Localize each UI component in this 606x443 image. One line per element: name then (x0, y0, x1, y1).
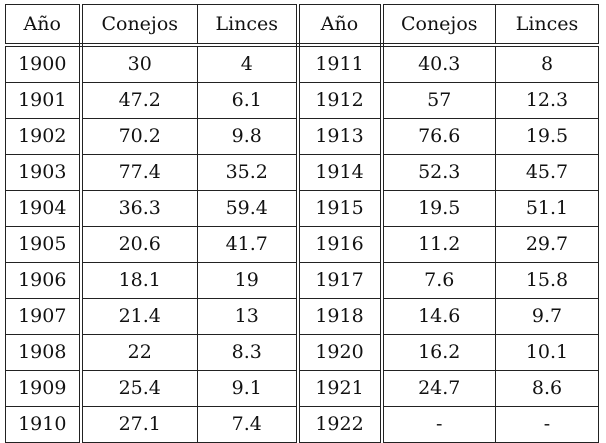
cell-lynx-right: 8.6 (495, 370, 599, 407)
cell-rabbits-left: 18.1 (80, 262, 198, 299)
table-row: 1900 30 4 1911 40.3 8 (5, 44, 599, 83)
cell-lynx-left: 13 (197, 298, 300, 335)
cell-lynx-right: 10.1 (495, 334, 599, 371)
cell-year-right: 1920 (297, 334, 384, 371)
cell-year-left: 1905 (5, 226, 83, 263)
cell-lynx-left: 59.4 (197, 190, 300, 227)
cell-year-right: 1918 (297, 298, 384, 335)
table-row: 1908 22 8.3 1920 16.2 10.1 (5, 334, 599, 371)
cell-rabbits-left: 22 (80, 334, 198, 371)
cell-year-right: 1911 (297, 44, 384, 83)
table-row: 1905 20.6 41.7 1916 11.2 29.7 (5, 226, 599, 263)
cell-rabbits-right: 7.6 (381, 262, 496, 299)
cell-year-right: 1915 (297, 190, 384, 227)
cell-rabbits-right: 76.6 (381, 118, 496, 155)
header-lynx-left: Linces (197, 4, 300, 47)
header-lynx-right: Linces (495, 4, 599, 47)
cell-rabbits-right: 11.2 (381, 226, 496, 263)
cell-lynx-right: 9.7 (495, 298, 599, 335)
cell-lynx-left: 19 (197, 262, 300, 299)
cell-year-left: 1909 (5, 370, 83, 407)
cell-year-left: 1907 (5, 298, 83, 335)
cell-lynx-right: 15.8 (495, 262, 599, 299)
cell-rabbits-right: 24.7 (381, 370, 496, 407)
table-row: 1902 70.2 9.8 1913 76.6 19.5 (5, 118, 599, 155)
cell-rabbits-left: 70.2 (80, 118, 198, 155)
cell-rabbits-left: 25.4 (80, 370, 198, 407)
cell-rabbits-right: 19.5 (381, 190, 496, 227)
cell-lynx-left: 9.8 (197, 118, 300, 155)
header-year-right: Año (297, 4, 384, 47)
cell-rabbits-left: 77.4 (80, 154, 198, 191)
cell-lynx-left: 8.3 (197, 334, 300, 371)
cell-year-left: 1903 (5, 154, 83, 191)
cell-year-left: 1906 (5, 262, 83, 299)
cell-year-right: 1914 (297, 154, 384, 191)
cell-rabbits-left: 20.6 (80, 226, 198, 263)
cell-rabbits-left: 30 (80, 44, 198, 83)
cell-rabbits-right: 57 (381, 82, 496, 119)
table-row: 1903 77.4 35.2 1914 52.3 45.7 (5, 154, 599, 191)
cell-rabbits-left: 36.3 (80, 190, 198, 227)
table-row: 1907 21.4 13 1918 14.6 9.7 (5, 298, 599, 335)
cell-lynx-right: 19.5 (495, 118, 599, 155)
cell-lynx-left: 41.7 (197, 226, 300, 263)
cell-rabbits-right: 40.3 (381, 44, 496, 83)
cell-rabbits-left: 21.4 (80, 298, 198, 335)
cell-rabbits-left: 47.2 (80, 82, 198, 119)
cell-lynx-right: 12.3 (495, 82, 599, 119)
table-body: 1900 30 4 1911 40.3 8 1901 47.2 6.1 1912 57 12.3 190… (5, 44, 599, 443)
cell-year-right: 1916 (297, 226, 384, 263)
table-row: 1901 47.2 6.1 1912 57 12.3 (5, 82, 599, 119)
population-table-container: Año Conejos Linces Año Conejos Linces 19… (5, 4, 599, 443)
cell-rabbits-right: 52.3 (381, 154, 496, 191)
header-rabbits-right: Conejos (381, 4, 496, 47)
cell-lynx-left: 6.1 (197, 82, 300, 119)
cell-lynx-left: 9.1 (197, 370, 300, 407)
table-row: 1909 25.4 9.1 1921 24.7 8.6 (5, 370, 599, 407)
header-year-left: Año (5, 4, 83, 47)
cell-lynx-left: 4 (197, 44, 300, 83)
population-table: Año Conejos Linces Año Conejos Linces 19… (5, 4, 599, 443)
cell-rabbits-right: 14.6 (381, 298, 496, 335)
table-row: 1906 18.1 19 1917 7.6 15.8 (5, 262, 599, 299)
cell-year-left: 1904 (5, 190, 83, 227)
cell-year-right: 1912 (297, 82, 384, 119)
cell-lynx-right: 51.1 (495, 190, 599, 227)
cell-year-left: 1900 (5, 44, 83, 83)
header-rabbits-left: Conejos (80, 4, 198, 47)
cell-year-left: 1902 (5, 118, 83, 155)
cell-year-right: 1917 (297, 262, 384, 299)
table-row: 1904 36.3 59.4 1915 19.5 51.1 (5, 190, 599, 227)
cell-year-left: 1901 (5, 82, 83, 119)
cell-lynx-right: 29.7 (495, 226, 599, 263)
cell-year-right: 1913 (297, 118, 384, 155)
cell-lynx-left: 35.2 (197, 154, 300, 191)
cell-rabbits-right: 16.2 (381, 334, 496, 371)
cell-lynx-right: 45.7 (495, 154, 599, 191)
header-row: Año Conejos Linces Año Conejos Linces (5, 4, 599, 47)
cell-year-right: 1921 (297, 370, 384, 407)
cell-year-left: 1908 (5, 334, 83, 371)
cell-lynx-right: 8 (495, 44, 599, 83)
